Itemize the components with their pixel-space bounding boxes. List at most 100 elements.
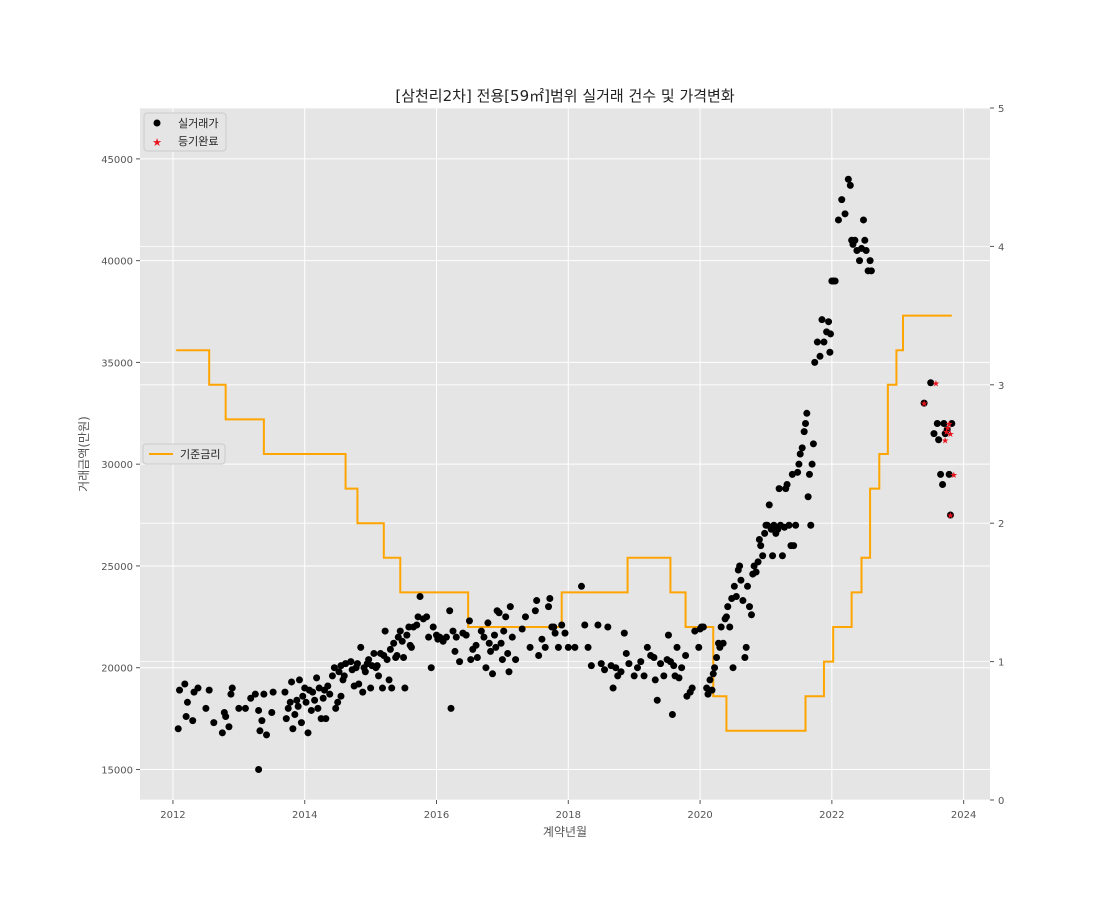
trade-point	[935, 436, 943, 444]
trade-point	[587, 662, 595, 670]
trade-point	[597, 660, 605, 668]
y-tick-label: 45000	[101, 155, 133, 166]
trade-point	[390, 639, 398, 647]
trade-point	[176, 686, 184, 694]
trade-point	[295, 676, 303, 684]
trade-point	[400, 654, 408, 662]
trade-point	[856, 257, 864, 265]
y-tick-label: 25000	[101, 562, 133, 573]
y2-tick-label: 5	[998, 104, 1004, 115]
trade-point	[181, 680, 189, 688]
trade-point	[289, 725, 297, 733]
trade-point	[581, 621, 589, 629]
registered-point: ★	[946, 512, 954, 522]
trade-point	[330, 664, 338, 672]
trade-point	[838, 196, 846, 204]
legend-top: 실거래가 ★ 등기완료	[143, 112, 227, 152]
trade-point	[446, 607, 454, 615]
trade-point	[545, 603, 553, 611]
x-axis-label: 계약년월	[543, 824, 587, 839]
trade-point	[210, 719, 218, 727]
trade-point	[260, 690, 268, 698]
trade-point	[726, 623, 734, 631]
y-tick-label: 20000	[101, 664, 133, 675]
trade-point	[293, 696, 301, 704]
trade-point	[796, 450, 804, 458]
trade-point	[335, 668, 343, 676]
legend-label-trade: 실거래가	[178, 117, 218, 130]
trade-point	[695, 643, 703, 651]
trade-point	[326, 690, 334, 698]
trade-point	[943, 426, 951, 434]
trade-point	[403, 631, 411, 639]
trade-point	[706, 676, 714, 684]
trade-point	[251, 690, 259, 698]
trade-point	[594, 621, 602, 629]
trade-point	[841, 210, 849, 218]
trade-point	[761, 529, 769, 537]
trade-point	[754, 558, 762, 566]
trade-point	[398, 637, 406, 645]
trade-point	[281, 688, 289, 696]
trade-point	[340, 672, 348, 680]
legend-marker-trade	[153, 119, 161, 127]
trade-point	[255, 765, 263, 773]
y-tick-label: 40000	[101, 257, 133, 268]
trade-point	[859, 216, 867, 224]
trade-point	[194, 684, 202, 692]
trade-point	[803, 409, 811, 417]
trade-point	[867, 267, 875, 275]
y-axis-ticks: 15000 20000 25000 30000 35000 40000 45000	[101, 155, 140, 776]
trade-point	[653, 696, 661, 704]
trade-point	[447, 704, 455, 712]
trade-point	[757, 542, 765, 550]
trade-point	[778, 552, 786, 560]
trade-point	[739, 597, 747, 605]
trade-point	[505, 668, 513, 676]
trade-point	[268, 708, 276, 716]
trade-point	[678, 664, 686, 672]
trade-price-points	[174, 175, 956, 773]
trade-point	[502, 613, 510, 621]
trade-point	[945, 470, 953, 478]
trade-point	[385, 676, 393, 684]
trade-point	[235, 704, 243, 712]
trade-point	[825, 318, 833, 326]
trade-point	[414, 613, 422, 621]
trade-point	[386, 645, 394, 653]
trade-point	[657, 660, 665, 668]
y2-tick-label: 3	[998, 381, 1004, 392]
legend-label-rate: 기준금리	[180, 448, 220, 461]
trade-point	[794, 468, 802, 476]
trade-point	[342, 660, 350, 668]
trade-point	[711, 664, 719, 672]
trade-point	[788, 470, 796, 478]
trade-point	[668, 711, 676, 719]
trade-point	[747, 611, 755, 619]
registered-point: ★	[932, 379, 940, 389]
trade-point	[526, 643, 534, 651]
trade-point	[465, 617, 473, 625]
trade-point	[940, 419, 948, 427]
trade-point	[630, 672, 638, 680]
trade-point	[313, 674, 321, 682]
trade-point	[355, 680, 363, 688]
trade-point	[818, 316, 826, 324]
trade-point	[820, 338, 828, 346]
trade-point	[546, 595, 554, 603]
registered-points: ★★★★★★★★★	[920, 379, 958, 521]
trade-point	[620, 629, 628, 637]
trade-point	[487, 647, 495, 655]
trade-point	[359, 688, 367, 696]
trade-point	[861, 236, 869, 244]
y2-tick-label: 1	[998, 658, 1004, 669]
trade-point	[637, 658, 645, 666]
trade-point	[263, 731, 271, 739]
registered-point: ★	[920, 400, 928, 410]
trade-point	[601, 666, 609, 674]
trade-point	[800, 428, 808, 436]
trade-point	[752, 568, 760, 576]
trade-point	[538, 635, 546, 643]
trade-point	[442, 633, 450, 641]
trade-point	[571, 643, 579, 651]
